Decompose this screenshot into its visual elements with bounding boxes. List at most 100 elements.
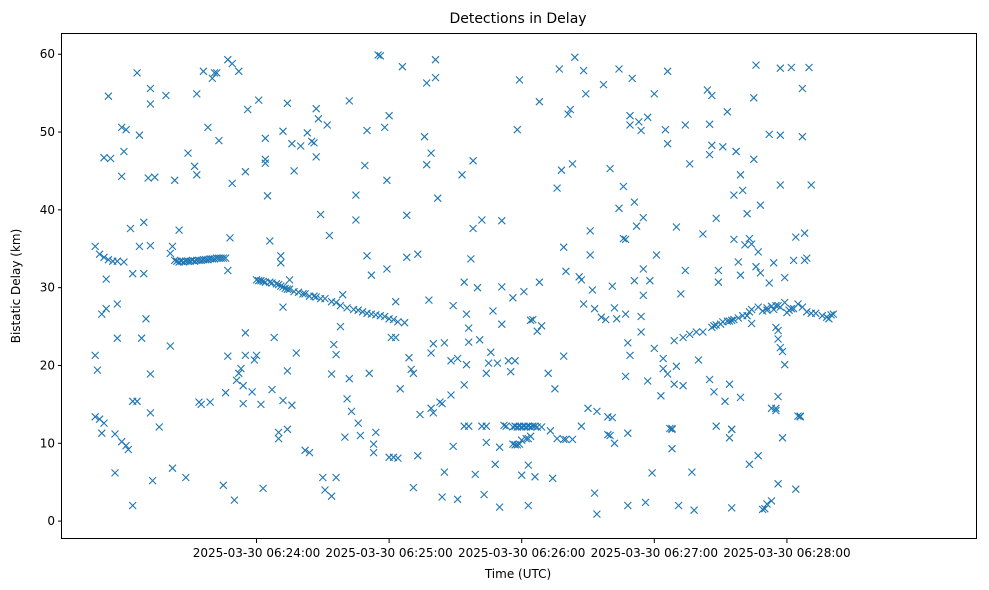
data-point	[292, 349, 301, 357]
data-point	[621, 310, 630, 318]
y-tick-label: 50	[40, 125, 55, 139]
data-point	[458, 170, 466, 179]
data-point	[155, 423, 164, 431]
data-point	[723, 107, 732, 116]
data-point	[778, 433, 787, 442]
data-point	[449, 301, 458, 310]
data-point	[122, 441, 130, 450]
data-point	[537, 423, 546, 431]
data-point	[259, 484, 267, 493]
data-point	[566, 105, 575, 114]
data-point	[641, 498, 650, 507]
chart-title: Detections in Delay	[449, 11, 586, 27]
data-point	[546, 426, 555, 435]
data-point	[502, 422, 511, 431]
data-point	[504, 356, 513, 365]
data-point	[710, 321, 718, 330]
data-point	[606, 431, 614, 440]
data-point	[91, 412, 100, 421]
data-point	[146, 84, 155, 93]
data-point	[113, 300, 122, 308]
data-point	[234, 67, 243, 76]
data-point	[394, 454, 402, 462]
data-point	[113, 257, 122, 266]
data-point	[725, 433, 734, 442]
data-point	[648, 469, 656, 477]
data-point	[226, 234, 234, 242]
data-point	[321, 486, 329, 494]
data-point	[703, 86, 712, 94]
data-point	[579, 66, 588, 75]
data-point	[283, 367, 292, 375]
data-point	[511, 356, 519, 365]
data-point	[352, 191, 360, 199]
y-tick-label: 40	[40, 203, 55, 217]
data-point	[606, 164, 614, 173]
data-point	[668, 444, 676, 453]
data-point	[429, 339, 438, 348]
y-tick-label: 20	[40, 358, 55, 372]
data-point	[100, 153, 108, 162]
data-point	[106, 154, 115, 163]
data-point	[327, 370, 336, 378]
data-point	[288, 139, 296, 148]
data-point	[192, 90, 201, 98]
data-point	[102, 275, 111, 283]
data-point	[774, 479, 782, 488]
data-point	[438, 493, 446, 501]
data-point	[221, 254, 230, 262]
data-point	[316, 210, 325, 219]
data-point	[219, 254, 228, 262]
data-point	[427, 349, 435, 357]
data-point	[321, 294, 329, 303]
data-point	[718, 142, 727, 151]
data-point	[489, 307, 497, 315]
data-point	[285, 285, 294, 294]
data-point	[391, 333, 400, 342]
data-point	[305, 448, 314, 457]
data-point	[621, 235, 630, 244]
data-point	[268, 385, 276, 394]
x-tick-label: 2025-03-30 06:25:00	[325, 546, 452, 560]
data-point	[626, 111, 634, 120]
data-point	[310, 292, 318, 301]
data-point	[721, 397, 729, 406]
data-point	[310, 139, 318, 147]
data-points	[91, 51, 838, 518]
data-point	[623, 429, 632, 438]
data-point	[522, 434, 530, 443]
data-point	[601, 315, 610, 324]
data-point	[699, 230, 707, 238]
data-point	[122, 125, 130, 134]
data-point	[705, 150, 714, 159]
data-point	[104, 92, 113, 101]
data-point	[97, 429, 106, 438]
data-point	[628, 74, 637, 83]
data-point	[343, 304, 351, 312]
data-point	[555, 65, 564, 73]
data-point	[610, 304, 619, 312]
data-point	[551, 384, 559, 393]
data-point	[730, 191, 738, 199]
data-point	[515, 440, 524, 448]
data-point	[276, 251, 285, 260]
data-point	[495, 503, 504, 511]
data-point	[380, 312, 389, 321]
data-point	[453, 354, 462, 363]
data-point	[659, 364, 668, 373]
data-point	[453, 495, 462, 504]
data-point	[449, 442, 458, 451]
data-point	[787, 63, 796, 72]
data-point	[371, 428, 380, 437]
data-point	[798, 132, 807, 141]
data-point	[515, 76, 524, 84]
data-point	[577, 276, 586, 284]
data-point	[811, 309, 820, 318]
data-point	[637, 328, 645, 336]
data-point	[120, 147, 128, 156]
data-point	[312, 104, 321, 113]
data-point	[345, 97, 354, 105]
data-point	[650, 344, 659, 353]
data-point	[400, 318, 409, 327]
